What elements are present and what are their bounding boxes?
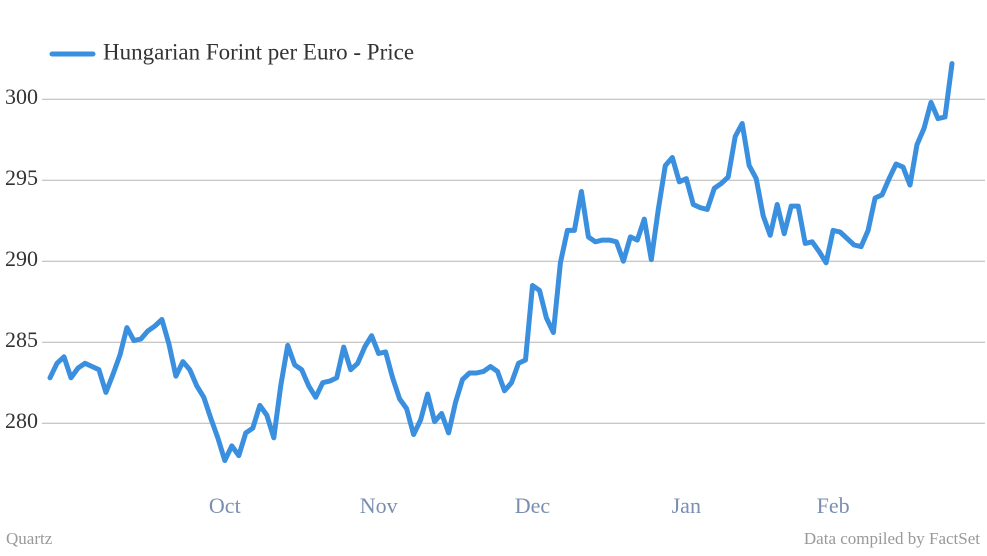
y-tick-label: 280 xyxy=(5,408,38,433)
x-tick-label: Nov xyxy=(360,493,398,518)
y-tick-label: 290 xyxy=(5,246,38,271)
price-line xyxy=(47,61,955,463)
y-tick-label: 285 xyxy=(5,327,38,352)
x-tick-label: Jan xyxy=(672,493,701,518)
x-tick-label: Feb xyxy=(817,493,850,518)
legend-label: Hungarian Forint per Euro - Price xyxy=(103,39,414,64)
x-tick-label: Oct xyxy=(209,493,241,518)
y-tick-label: 300 xyxy=(5,84,38,109)
footer-credit: Data compiled by FactSet xyxy=(804,529,980,548)
y-tick-label: 295 xyxy=(5,165,38,190)
x-tick-label: Dec xyxy=(515,493,551,518)
footer-source: Quartz xyxy=(6,529,53,548)
